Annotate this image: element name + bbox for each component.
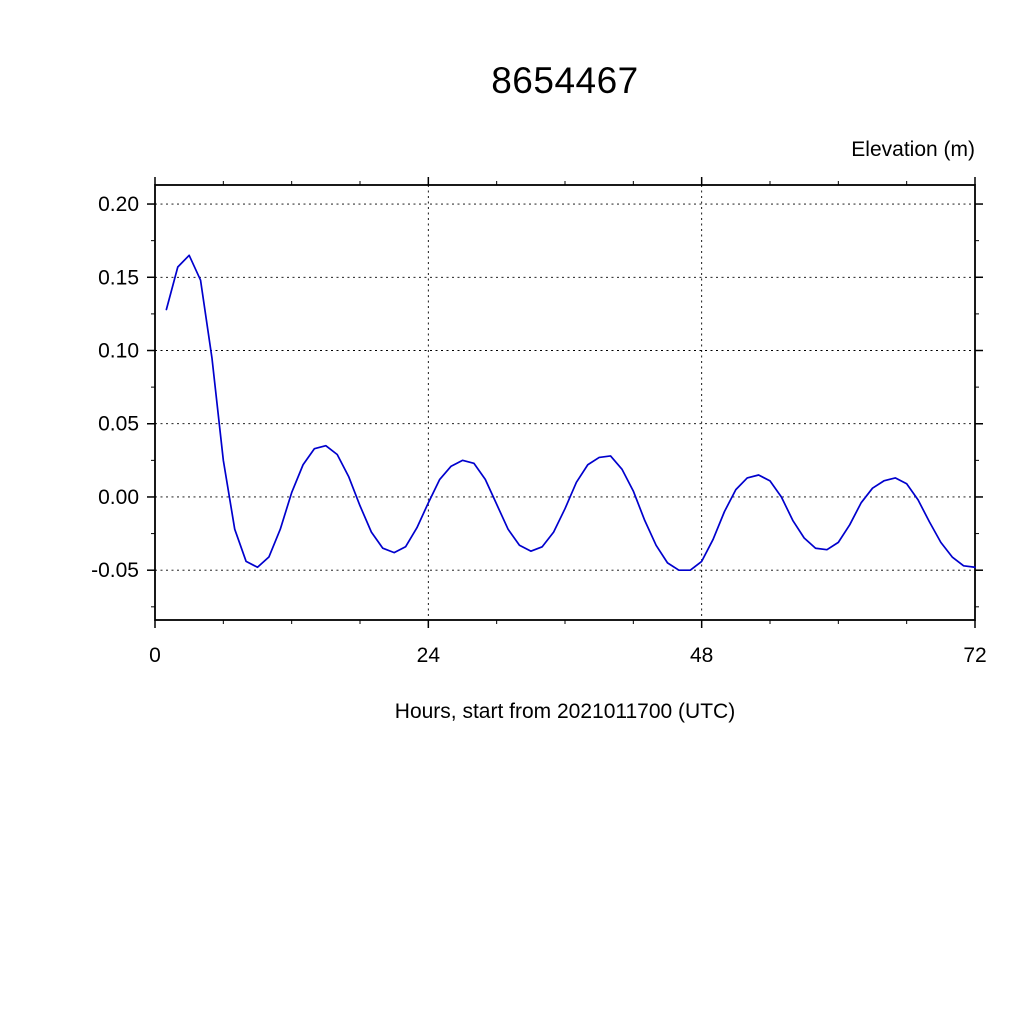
y-tick-label: -0.05 — [91, 559, 139, 582]
tick-labels: 0.20 0.15 0.10 0.05 0.00 -0.05 0 24 48 72 — [91, 193, 987, 667]
x-axis-label: Hours, start from 2021011700 (UTC) — [394, 700, 736, 723]
y-tick-label: 0.00 — [98, 486, 139, 509]
y-tick-label: 0.10 — [98, 340, 139, 363]
x-tick-label: 48 — [690, 644, 713, 667]
tick-marks — [147, 177, 983, 628]
x-tick-label: 0 — [149, 644, 161, 667]
x-tick-label: 72 — [963, 644, 986, 667]
y-tick-label: 0.05 — [98, 413, 139, 436]
axis-frame — [154, 184, 976, 621]
series-line-elevation — [165, 254, 976, 572]
y-tick-label: 0.20 — [98, 193, 139, 216]
chart-title: 8654467 — [491, 60, 639, 101]
grid-lines — [155, 185, 975, 620]
minor-tick-marks — [151, 181, 979, 624]
y-tick-label: 0.15 — [98, 266, 139, 289]
y-axis-label: Elevation (m) — [851, 138, 975, 161]
x-tick-label: 24 — [417, 644, 441, 667]
